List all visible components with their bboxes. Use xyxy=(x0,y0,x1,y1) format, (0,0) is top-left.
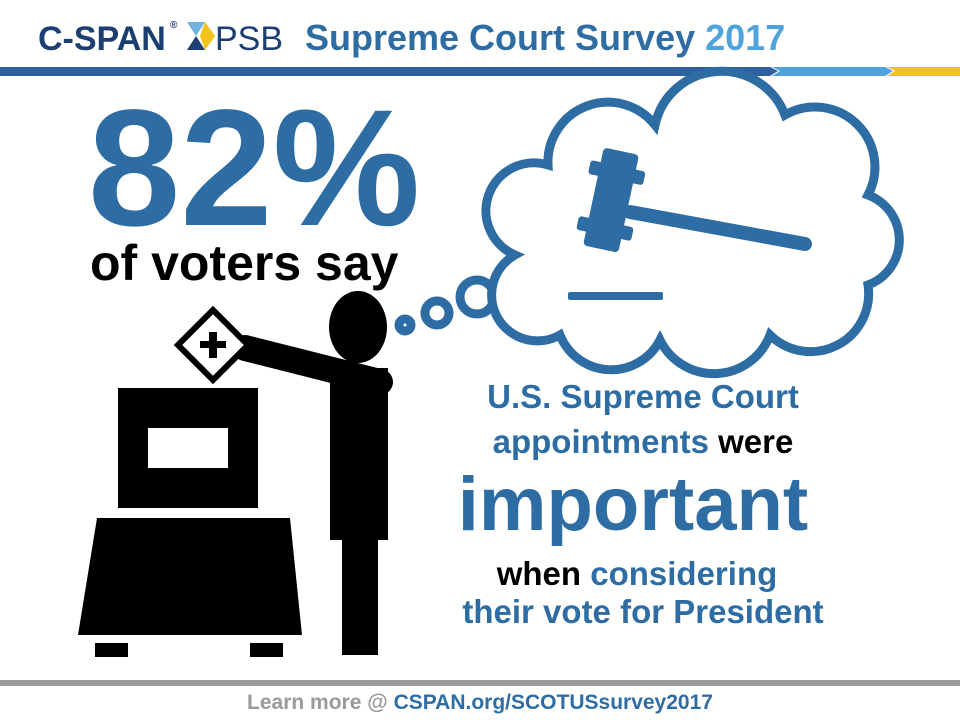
gavel-icon xyxy=(568,148,812,300)
subject: of voters say xyxy=(90,235,399,291)
statement-emphasis: considering xyxy=(590,555,777,592)
statement-line: appointments were xyxy=(493,423,794,460)
brand: C-SPAN xyxy=(38,20,166,58)
statement-line: their vote for President xyxy=(462,593,823,630)
footer-lead: Learn more @ xyxy=(247,691,388,714)
footer-rule xyxy=(0,680,960,686)
partner: PSB xyxy=(215,20,283,58)
statement: U.S. Supreme Court appointments were imp… xyxy=(458,378,824,630)
psb-logo-icon xyxy=(187,22,215,50)
voter-figure xyxy=(232,291,393,655)
stat: 82% xyxy=(88,76,420,261)
year: 2017 xyxy=(705,17,785,58)
statement-emphasis: appointments xyxy=(493,423,709,460)
statement-text: when xyxy=(496,555,581,592)
footer-link[interactable]: CSPAN.org/SCOTUSsurvey2017 xyxy=(394,691,713,714)
header-title: Supreme Court Survey 2017 xyxy=(305,17,785,58)
statement-line: U.S. Supreme Court xyxy=(487,378,799,415)
header-stripe xyxy=(0,67,960,76)
title: Supreme Court Survey xyxy=(305,17,695,58)
footer: Learn more @ CSPAN.org/SCOTUSsurvey2017 xyxy=(247,691,713,714)
registered-mark: ® xyxy=(170,20,178,31)
statement-line: when considering xyxy=(496,555,778,592)
statement-text: were xyxy=(717,423,793,460)
ballot-box xyxy=(78,388,302,657)
ballot-card xyxy=(173,305,253,385)
statement-keyword: important xyxy=(458,462,808,547)
